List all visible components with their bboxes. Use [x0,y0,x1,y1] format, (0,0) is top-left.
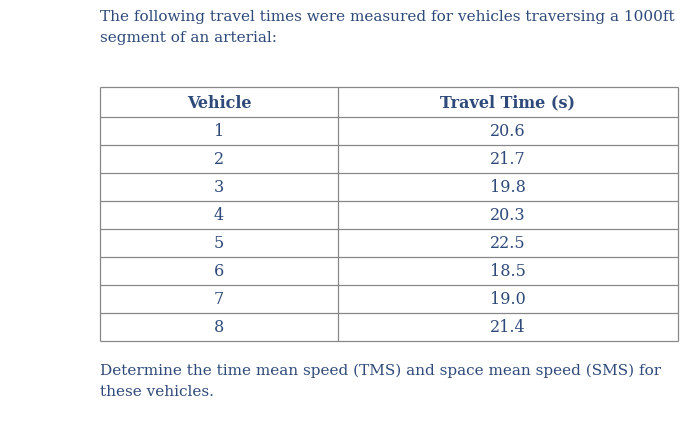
Text: 6: 6 [214,263,224,280]
Text: Determine the time mean speed (TMS) and space mean speed (SMS) for
these vehicle: Determine the time mean speed (TMS) and … [100,363,661,398]
Text: 8: 8 [214,319,224,336]
Text: 20.3: 20.3 [490,207,526,224]
Text: 21.7: 21.7 [490,151,526,168]
Text: The following travel times were measured for vehicles traversing a 1000ft
segmen: The following travel times were measured… [100,10,675,45]
Text: Vehicle: Vehicle [187,94,251,111]
Text: Travel Time (s): Travel Time (s) [440,94,575,111]
Text: 7: 7 [214,291,224,308]
Text: 2: 2 [214,151,224,168]
Text: 19.0: 19.0 [490,291,526,308]
Text: 18.5: 18.5 [490,263,526,280]
Text: 4: 4 [214,207,224,224]
Text: 1: 1 [214,123,224,140]
Text: 5: 5 [214,235,224,252]
Text: 22.5: 22.5 [490,235,526,252]
Text: 3: 3 [214,179,224,196]
Text: 21.4: 21.4 [490,319,526,336]
Text: 20.6: 20.6 [490,123,526,140]
Text: 19.8: 19.8 [490,179,526,196]
